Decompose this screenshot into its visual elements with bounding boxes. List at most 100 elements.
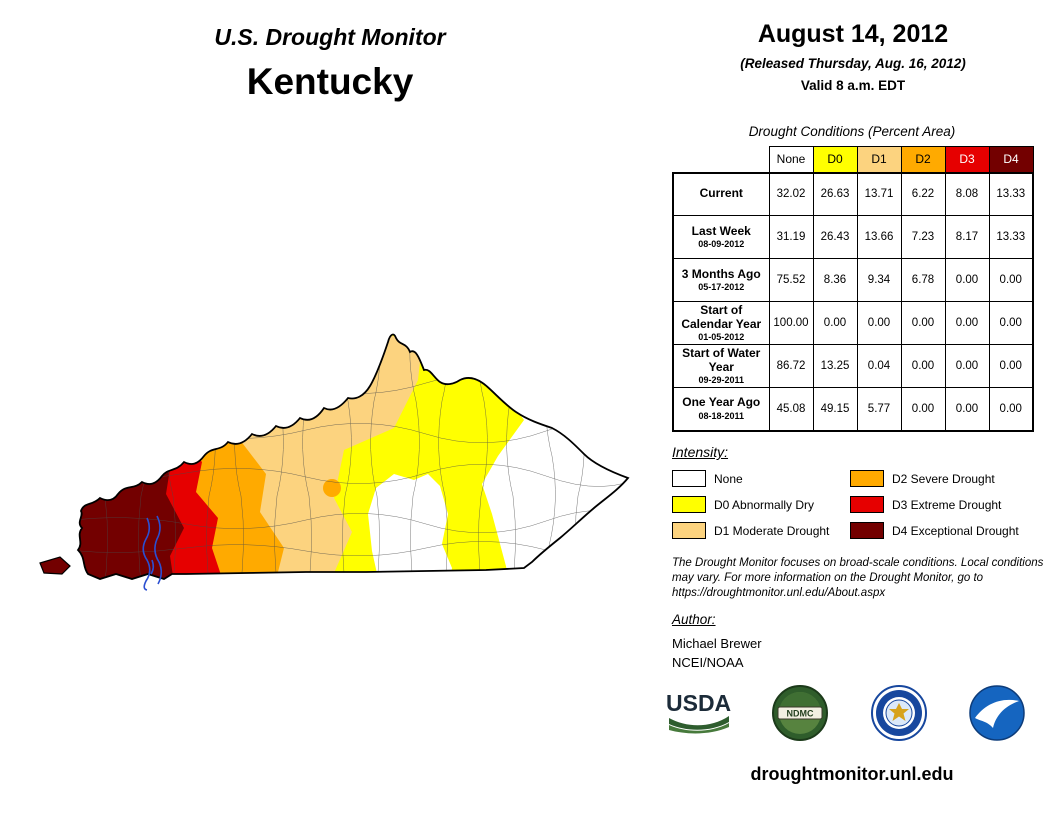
intensity-legend: Intensity: None D0 Abnormally Dry D1 Mod…	[672, 444, 1042, 539]
table-row: 3 Months Ago 05-17-2012 75.52 8.36 9.34 …	[672, 258, 1034, 302]
row-label: One Year Ago	[682, 395, 761, 410]
value-cell: 26.63	[812, 172, 858, 216]
value-cell: 32.02	[768, 172, 814, 216]
legend-item: D1 Moderate Drought	[672, 522, 832, 539]
value-cell: 0.00	[944, 344, 990, 388]
value-cell: 0.00	[988, 344, 1034, 388]
row-date: 08-09-2012	[698, 239, 745, 250]
row-label-cell: Start of Calendar Year 01-05-2012	[672, 301, 770, 345]
value-cell: 0.00	[812, 301, 858, 345]
column-header-d1: D1	[856, 146, 902, 173]
author-heading: Author:	[672, 612, 716, 627]
value-cell: 0.00	[900, 344, 946, 388]
row-label-cell: Current	[672, 172, 770, 216]
table-row: Current 32.02 26.63 13.71 6.22 8.08 13.3…	[672, 172, 1034, 216]
table-row: One Year Ago 08-18-2011 45.08 49.15 5.77…	[672, 387, 1034, 431]
usda-swoosh-icon	[668, 715, 729, 733]
value-cell: 0.00	[944, 301, 990, 345]
value-cell: 26.43	[812, 215, 858, 259]
legend-swatch	[672, 470, 706, 487]
author-org: NCEI/NOAA	[672, 655, 744, 670]
legend-swatch	[672, 496, 706, 513]
noaa-seal-icon	[969, 685, 1025, 741]
value-cell: 9.34	[856, 258, 902, 302]
table-row: Start of Water Year 09-29-2011 86.72 13.…	[672, 344, 1034, 388]
drought-conditions-table: None D0 D1 D2 D3 D4 Current 32.02 26.63 …	[672, 146, 1034, 432]
legend-item: None	[672, 470, 832, 487]
legend-label: D4 Exceptional Drought	[892, 523, 1019, 538]
state-outline	[76, 333, 630, 580]
state-name: Kentucky	[246, 61, 414, 102]
kentucky-drought-map	[26, 316, 656, 600]
legend-label: D2 Severe Drought	[892, 471, 995, 486]
rivers	[142, 515, 163, 591]
ndmc-seal-icon: NDMC	[772, 685, 829, 741]
usda-logo: USDA	[666, 691, 731, 735]
value-cell: 13.33	[988, 215, 1034, 259]
value-cell: 5.77	[856, 387, 902, 431]
legend-title: Intensity:	[672, 444, 729, 460]
table-row: Last Week 08-09-2012 31.19 26.43 13.66 7…	[672, 215, 1034, 259]
row-label: Start of Calendar Year	[681, 302, 762, 331]
row-label: Last Week	[691, 223, 751, 238]
ndmc-logo: NDMC	[771, 684, 829, 742]
ndmc-logo-text: NDMC	[787, 709, 814, 719]
logo-row: USDA NDMC	[666, 684, 1026, 742]
valid-time: Valid 8 a.m. EDT	[800, 78, 906, 93]
value-cell: 0.00	[988, 258, 1034, 302]
title-block: U.S. Drought Monitor Kentucky	[110, 24, 550, 103]
value-cell: 8.17	[944, 215, 990, 259]
row-date: 01-05-2012	[698, 332, 745, 343]
legend-label: None	[714, 471, 743, 486]
table-row: Start of Calendar Year 01-05-2012 100.00…	[672, 301, 1034, 345]
release-date: (Released Thursday, Aug. 16, 2012)	[740, 56, 966, 71]
column-header-d4: D4	[988, 146, 1034, 173]
row-label-cell: Last Week 08-09-2012	[672, 215, 770, 259]
value-cell: 0.00	[988, 301, 1034, 345]
row-date: 05-17-2012	[698, 282, 745, 293]
value-cell: 75.52	[768, 258, 814, 302]
legend-swatch	[850, 470, 884, 487]
legend-item: D4 Exceptional Drought	[850, 522, 1019, 539]
column-header-none: None	[768, 146, 814, 173]
value-cell: 8.36	[812, 258, 858, 302]
row-label: 3 Months Ago	[681, 266, 761, 281]
legend-swatch	[672, 522, 706, 539]
noaa-logo	[968, 684, 1026, 742]
value-cell: 8.08	[944, 172, 990, 216]
row-label-cell: One Year Ago 08-18-2011	[672, 387, 770, 431]
table-title: Drought Conditions (Percent Area)	[748, 124, 956, 139]
value-cell: 0.00	[944, 258, 990, 302]
value-cell: 13.66	[856, 215, 902, 259]
value-cell: 0.04	[856, 344, 902, 388]
legend-label: D0 Abnormally Dry	[714, 497, 815, 512]
legend-swatch	[850, 522, 884, 539]
value-cell: 49.15	[812, 387, 858, 431]
value-cell: 45.08	[768, 387, 814, 431]
value-cell: 100.00	[768, 301, 814, 345]
kentucky-map-svg	[39, 333, 630, 591]
value-cell: 0.00	[900, 301, 946, 345]
table-header-row: None D0 D1 D2 D3 D4	[673, 146, 1034, 173]
date-block: August 14, 2012 (Released Thursday, Aug.…	[688, 20, 1018, 93]
row-label-cell: Start of Water Year 09-29-2011	[672, 344, 770, 388]
value-cell: 0.00	[856, 301, 902, 345]
legend-item: D3 Extreme Drought	[850, 496, 1019, 513]
row-label: Current	[699, 185, 743, 200]
value-cell: 31.19	[768, 215, 814, 259]
value-cell: 6.22	[900, 172, 946, 216]
row-date: 09-29-2011	[698, 375, 745, 386]
site-url: droughtmonitor.unl.edu	[750, 764, 954, 784]
author-name: Michael Brewer	[672, 636, 762, 651]
row-date: 08-18-2011	[698, 411, 745, 422]
legend-label: D3 Extreme Drought	[892, 497, 1002, 512]
kentucky-bend	[39, 556, 71, 575]
column-header-d3: D3	[944, 146, 990, 173]
commerce-seal-logo	[870, 684, 928, 742]
report-date: August 14, 2012	[757, 20, 949, 48]
row-label: Start of Water Year	[682, 345, 761, 374]
legend-label: D1 Moderate Drought	[714, 523, 830, 538]
column-header-d0: D0	[812, 146, 858, 173]
column-header-d2: D2	[900, 146, 946, 173]
